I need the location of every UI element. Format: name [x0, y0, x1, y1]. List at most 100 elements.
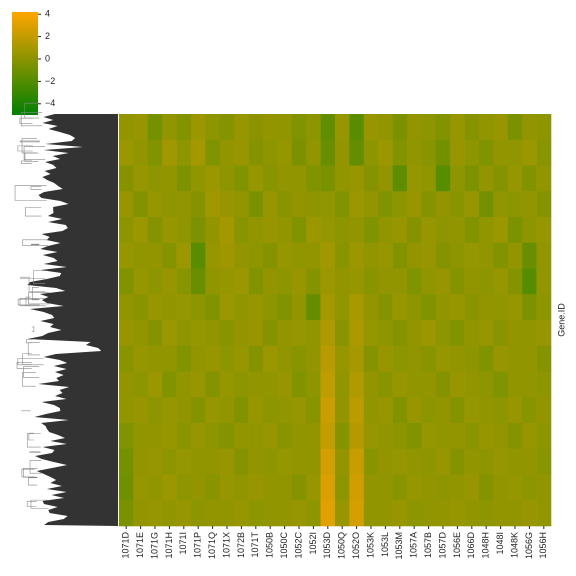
dendrogram-branch — [22, 239, 49, 246]
heatmap-cell — [162, 397, 177, 424]
heatmap-cell — [493, 448, 509, 475]
heatmap-cell — [162, 345, 177, 372]
heatmap-cell — [536, 397, 552, 424]
heatmap-cell — [291, 345, 307, 372]
heatmap-cell — [205, 165, 221, 192]
heatmap-cell — [133, 474, 149, 501]
colorbar — [12, 12, 38, 115]
heatmap-cell — [493, 191, 509, 218]
heatmap-cell — [263, 474, 278, 501]
colorbar-tick-label: 4 — [45, 9, 50, 19]
heatmap-cell — [479, 448, 494, 475]
heatmap-cell — [291, 217, 307, 244]
heatmap-cell — [493, 165, 509, 192]
x-tick-label: 1072B — [236, 532, 246, 558]
heatmap-cell — [435, 139, 451, 166]
heatmap-cell — [162, 165, 177, 192]
heatmap-cell — [349, 423, 365, 450]
heatmap-cell — [349, 191, 365, 218]
heatmap-cell — [378, 448, 393, 475]
heatmap-cell — [306, 474, 321, 501]
heatmap-cell — [522, 500, 537, 527]
heatmap-cell — [263, 114, 278, 141]
heatmap-cell — [349, 397, 365, 424]
heatmap-cell — [119, 448, 134, 475]
heatmap-cell — [205, 114, 221, 141]
heatmap-cell — [407, 474, 422, 501]
x-tick-label: 1071E — [135, 532, 145, 558]
heatmap-cell — [435, 217, 451, 244]
dendrogram-branch — [30, 499, 49, 509]
heatmap-cell — [464, 217, 480, 244]
heatmap-cell — [507, 500, 523, 527]
heatmap-cell — [464, 191, 480, 218]
heatmap-cell — [263, 500, 278, 527]
heatmap-cell — [450, 165, 465, 192]
heatmap-cell — [536, 500, 552, 527]
heatmap-cell — [277, 474, 293, 501]
heatmap-cell — [479, 191, 494, 218]
heatmap-cell — [306, 165, 321, 192]
heatmap-cell — [450, 294, 465, 321]
heatmap-cell — [306, 448, 321, 475]
heatmap-cell — [219, 474, 235, 501]
heatmap-cell — [219, 371, 235, 398]
x-tick-label: 1071I — [178, 532, 188, 555]
heatmap-cell — [263, 448, 278, 475]
heatmap-cell — [349, 114, 365, 141]
heatmap-cell — [119, 345, 134, 372]
heatmap-cell — [219, 139, 235, 166]
heatmap-cell — [464, 345, 480, 372]
heatmap-cell — [522, 165, 537, 192]
heatmap-cell — [205, 448, 221, 475]
heatmap-cell — [464, 500, 480, 527]
heatmap-cell — [248, 242, 264, 269]
colorbar-tick-label: 0 — [45, 53, 50, 63]
x-tick-label: 1048K — [509, 532, 519, 558]
heatmap-cell — [435, 242, 451, 269]
heatmap-cell — [421, 191, 437, 218]
heatmap-cell — [320, 345, 336, 372]
heatmap-cell — [363, 165, 379, 192]
heatmap-cell — [320, 294, 336, 321]
heatmap-cell — [176, 371, 192, 398]
heatmap-cell — [277, 139, 293, 166]
heatmap-cell — [421, 114, 437, 141]
heatmap-cell — [119, 474, 134, 501]
heatmap-cell — [176, 114, 192, 141]
heatmap-cell — [378, 345, 393, 372]
heatmap-cell — [291, 268, 307, 295]
heatmap-cell — [536, 165, 552, 192]
heatmap-cell — [507, 242, 523, 269]
heatmap-cell — [335, 114, 350, 141]
heatmap-cell — [320, 474, 336, 501]
heatmap-cell — [335, 165, 350, 192]
heatmap-cell — [435, 294, 451, 321]
heatmap-cell — [335, 320, 350, 347]
heatmap-cell — [133, 294, 149, 321]
heatmap-cell — [464, 139, 480, 166]
heatmap-cell — [133, 345, 149, 372]
heatmap-cell — [421, 345, 437, 372]
heatmap-cell — [450, 191, 465, 218]
heatmap-cell — [205, 500, 221, 527]
heatmap-cell — [219, 397, 235, 424]
heatmap-cell — [147, 191, 163, 218]
heatmap-cell — [133, 397, 149, 424]
heatmap-cell — [464, 242, 480, 269]
heatmap-cell — [147, 242, 163, 269]
heatmap-cell — [277, 500, 293, 527]
heatmap-cell — [522, 423, 537, 450]
heatmap-cell — [464, 397, 480, 424]
heatmap-cell — [392, 165, 408, 192]
x-tick-label: 1066D — [466, 532, 476, 559]
dendrogram-branch — [29, 460, 42, 474]
heatmap-cell — [335, 500, 350, 527]
heatmap-cell — [162, 242, 177, 269]
heatmap-cell — [119, 165, 134, 192]
heatmap-cell — [407, 191, 422, 218]
x-tick-label: 1057B — [423, 532, 433, 558]
heatmap-cell — [363, 474, 379, 501]
heatmap-cell — [291, 242, 307, 269]
heatmap-cell — [147, 423, 163, 450]
